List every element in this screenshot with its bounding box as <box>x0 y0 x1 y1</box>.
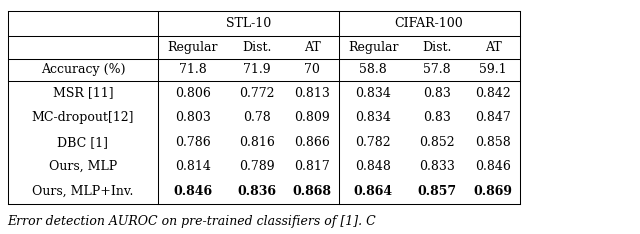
Text: 0.847: 0.847 <box>476 111 511 124</box>
Text: 58.8: 58.8 <box>359 63 387 76</box>
Text: 0.848: 0.848 <box>355 160 391 173</box>
Text: CIFAR-100: CIFAR-100 <box>395 17 463 30</box>
Text: DBC [1]: DBC [1] <box>58 136 108 149</box>
Text: STL-10: STL-10 <box>226 17 271 30</box>
Text: Ours, MLP: Ours, MLP <box>49 160 117 173</box>
Text: 0.772: 0.772 <box>239 87 275 100</box>
Text: MSR [11]: MSR [11] <box>52 87 113 100</box>
Text: 0.834: 0.834 <box>355 87 391 100</box>
Text: 0.852: 0.852 <box>419 136 455 149</box>
Text: 71.9: 71.9 <box>243 63 271 76</box>
Text: 0.864: 0.864 <box>353 185 393 198</box>
Text: 59.1: 59.1 <box>479 63 507 76</box>
Text: 0.846: 0.846 <box>475 160 511 173</box>
Text: 71.8: 71.8 <box>179 63 207 76</box>
Text: 0.814: 0.814 <box>175 160 211 173</box>
Text: 0.813: 0.813 <box>294 87 330 100</box>
Text: Dist.: Dist. <box>422 41 452 54</box>
Text: Regular: Regular <box>348 41 398 54</box>
Text: Error detection AUROC on pre-trained classifiers of [1]. C: Error detection AUROC on pre-trained cla… <box>8 215 376 228</box>
Text: AT: AT <box>484 41 502 54</box>
Text: 0.869: 0.869 <box>474 185 513 198</box>
Text: Regular: Regular <box>168 41 218 54</box>
Text: 0.817: 0.817 <box>294 160 330 173</box>
Text: 0.834: 0.834 <box>355 111 391 124</box>
Text: 0.836: 0.836 <box>237 185 276 198</box>
Text: 0.816: 0.816 <box>239 136 275 149</box>
Text: 0.83: 0.83 <box>423 87 451 100</box>
Text: 0.803: 0.803 <box>175 111 211 124</box>
Text: 0.842: 0.842 <box>476 87 511 100</box>
Text: Dist.: Dist. <box>242 41 271 54</box>
Text: 0.789: 0.789 <box>239 160 275 173</box>
Text: 57.8: 57.8 <box>423 63 451 76</box>
Text: 0.78: 0.78 <box>243 111 271 124</box>
Text: 0.786: 0.786 <box>175 136 211 149</box>
Text: 70: 70 <box>305 63 320 76</box>
Text: MC-dropout[12]: MC-dropout[12] <box>31 111 134 124</box>
Text: 0.866: 0.866 <box>294 136 330 149</box>
Text: 0.809: 0.809 <box>294 111 330 124</box>
Text: 0.83: 0.83 <box>423 111 451 124</box>
Text: 0.868: 0.868 <box>293 185 332 198</box>
Text: 0.806: 0.806 <box>175 87 211 100</box>
Text: AT: AT <box>304 41 321 54</box>
Text: Ours, MLP+Inv.: Ours, MLP+Inv. <box>32 185 134 198</box>
Text: 0.782: 0.782 <box>355 136 391 149</box>
Text: 0.858: 0.858 <box>476 136 511 149</box>
Text: 0.846: 0.846 <box>173 185 212 198</box>
Text: 0.857: 0.857 <box>417 185 457 198</box>
Text: Accuracy (%): Accuracy (%) <box>40 63 125 76</box>
Text: 0.833: 0.833 <box>419 160 455 173</box>
